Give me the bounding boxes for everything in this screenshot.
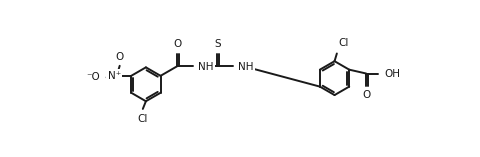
Text: Cl: Cl <box>338 38 349 48</box>
Text: O: O <box>173 39 181 49</box>
Text: Cl: Cl <box>138 114 148 124</box>
Text: NH: NH <box>238 62 253 72</box>
Text: S: S <box>214 39 221 49</box>
Text: O: O <box>362 90 370 100</box>
Text: O: O <box>116 52 124 62</box>
Text: OH: OH <box>384 68 401 78</box>
Text: NH: NH <box>198 62 214 72</box>
Text: N⁺: N⁺ <box>108 71 121 81</box>
Text: ⁻O: ⁻O <box>86 72 100 82</box>
